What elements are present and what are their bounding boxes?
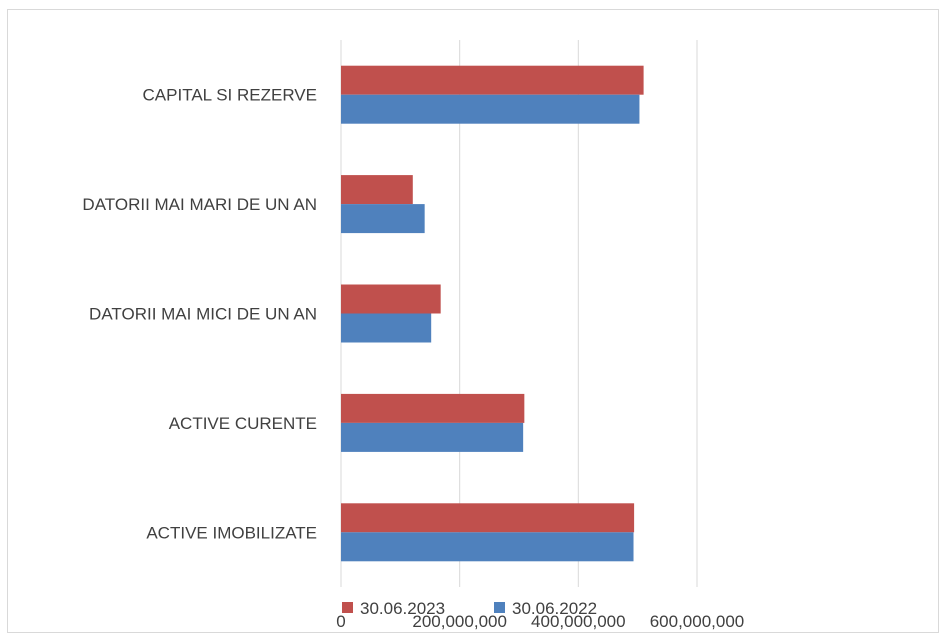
bar-2023-3	[341, 175, 413, 205]
bar-2022-3	[341, 204, 425, 234]
category-label-4: CAPITAL SI REZERVE	[143, 86, 317, 105]
legend-label-1: 30.06.2022	[512, 599, 597, 618]
category-label-3: DATORII MAI MARI DE UN AN	[82, 195, 317, 214]
category-label-0: ACTIVE IMOBILIZATE	[146, 523, 317, 542]
legend-label-0: 30.06.2023	[360, 599, 445, 618]
bar-2022-1	[341, 422, 524, 452]
legend-swatch-0	[342, 602, 353, 613]
bar-2023-4	[341, 65, 644, 95]
bar-2022-4	[341, 94, 640, 124]
x-tick-label-2: 400,000,000	[531, 612, 626, 631]
bar-2022-2	[341, 313, 432, 343]
category-label-1: ACTIVE CURENTE	[169, 414, 317, 433]
x-tick-label-1: 200,000,000	[412, 612, 507, 631]
bar-2023-1	[341, 393, 525, 423]
x-tick-label-3: 600,000,000	[650, 612, 745, 631]
bar-2023-2	[341, 284, 441, 314]
bar-2023-0	[341, 503, 635, 533]
category-label-2: DATORII MAI MICI DE UN AN	[89, 305, 317, 324]
legend-swatch-1	[494, 602, 505, 613]
x-tick-label-0: 0	[336, 612, 345, 631]
bar-2022-0	[341, 532, 634, 562]
